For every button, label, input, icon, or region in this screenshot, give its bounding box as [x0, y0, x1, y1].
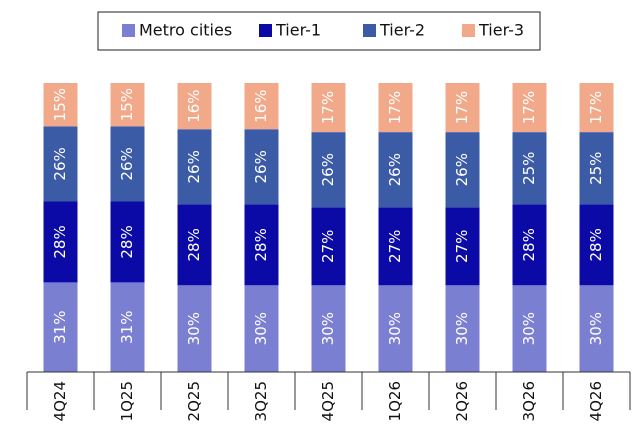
value-label: 28% — [185, 228, 203, 261]
bar-segment — [43, 282, 78, 372]
bar-segment — [512, 285, 547, 372]
value-label: 28% — [118, 225, 136, 258]
x-tick-label: 3Q25 — [252, 381, 270, 421]
bar-segment — [110, 282, 145, 372]
bar-segment — [445, 207, 480, 286]
legend-swatch — [259, 24, 272, 37]
bar-segment — [177, 285, 212, 372]
value-label: 26% — [386, 153, 404, 186]
bar-segment — [177, 204, 212, 286]
x-tick-label: 3Q26 — [520, 381, 538, 421]
value-label: 27% — [386, 230, 404, 263]
value-label: 26% — [252, 150, 270, 183]
bar-segment — [244, 285, 279, 372]
bar-segment — [445, 285, 480, 372]
bar-segment — [177, 129, 212, 205]
value-label: 26% — [185, 150, 203, 183]
bar-segment — [378, 207, 413, 286]
value-label: 28% — [252, 228, 270, 261]
bar-segment — [43, 201, 78, 283]
value-label: 30% — [587, 312, 605, 345]
x-tick-label: 2Q25 — [185, 381, 203, 421]
bar-segment — [43, 83, 78, 127]
bar-segment — [244, 83, 279, 130]
value-label: 15% — [51, 88, 69, 121]
value-label: 17% — [520, 91, 538, 124]
value-label: 16% — [185, 89, 203, 122]
bar-segment — [43, 126, 78, 202]
value-label: 25% — [587, 152, 605, 185]
x-tick-label: 2Q26 — [453, 381, 471, 421]
value-label: 15% — [118, 88, 136, 121]
x-tick-label: 4Q25 — [319, 381, 337, 421]
x-tick-label: 4Q24 — [51, 381, 69, 421]
bar-segment — [579, 132, 614, 205]
bar-segment — [244, 204, 279, 286]
legend-label: Metro cities — [139, 21, 232, 40]
bar-segment — [445, 83, 480, 133]
bar-segment — [512, 132, 547, 205]
legend-swatch — [122, 24, 135, 37]
value-label: 26% — [319, 153, 337, 186]
bar-segment — [579, 285, 614, 372]
legend-swatch — [363, 24, 376, 37]
legend-label: Tier-2 — [379, 21, 425, 40]
bar-segment — [244, 129, 279, 205]
value-label: 28% — [587, 228, 605, 261]
x-tick-label: 4Q26 — [587, 381, 605, 421]
legend-swatch — [462, 24, 475, 37]
bar-segment — [311, 132, 346, 208]
value-label: 30% — [252, 312, 270, 345]
x-tick-label: 1Q25 — [118, 381, 136, 421]
value-label: 16% — [252, 89, 270, 122]
value-label: 31% — [51, 311, 69, 344]
bar-segment — [445, 132, 480, 208]
bar-segment — [378, 132, 413, 208]
bar-segment — [110, 201, 145, 283]
value-label: 17% — [386, 91, 404, 124]
bar-segment — [512, 204, 547, 286]
value-label: 30% — [319, 312, 337, 345]
value-label: 30% — [453, 312, 471, 345]
value-label: 31% — [118, 311, 136, 344]
bar-segment — [579, 83, 614, 133]
bar-segment — [311, 285, 346, 372]
value-label: 25% — [520, 152, 538, 185]
bar-segment — [311, 207, 346, 286]
value-label: 17% — [453, 91, 471, 124]
value-label: 27% — [319, 230, 337, 263]
bar-segment — [512, 83, 547, 133]
value-label: 28% — [520, 228, 538, 261]
legend-label: Tier-3 — [478, 21, 524, 40]
value-label: 30% — [386, 312, 404, 345]
value-label: 27% — [453, 230, 471, 263]
value-label: 17% — [587, 91, 605, 124]
bar-segment — [378, 83, 413, 133]
legend-label: Tier-1 — [275, 21, 321, 40]
value-label: 30% — [520, 312, 538, 345]
bar-segment — [378, 285, 413, 372]
value-label: 30% — [185, 312, 203, 345]
bar-segment — [110, 126, 145, 202]
bar-segment — [110, 83, 145, 127]
x-tick-label: 1Q26 — [386, 381, 404, 421]
value-label: 26% — [118, 147, 136, 180]
bar-segment — [311, 83, 346, 133]
value-label: 17% — [319, 91, 337, 124]
bar-segment — [177, 83, 212, 130]
bar-segment — [579, 204, 614, 286]
value-label: 26% — [453, 153, 471, 186]
value-label: 28% — [51, 225, 69, 258]
value-label: 26% — [51, 147, 69, 180]
